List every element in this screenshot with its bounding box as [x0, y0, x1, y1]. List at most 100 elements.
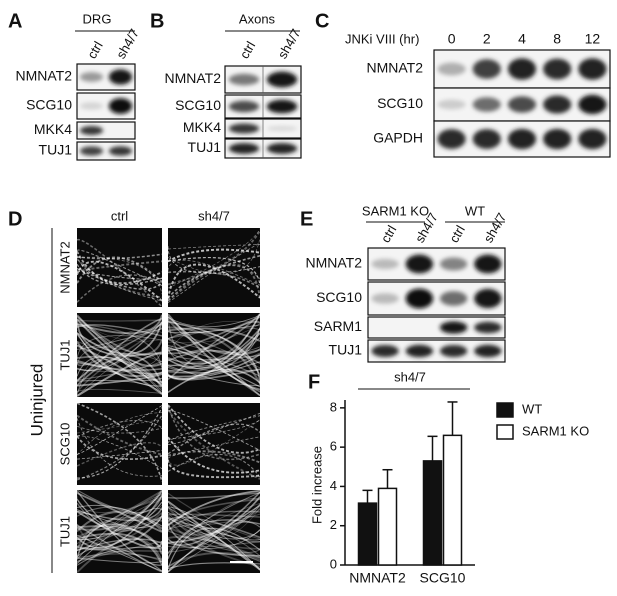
blot-band — [108, 98, 133, 114]
neurite — [76, 256, 163, 284]
neurite — [167, 510, 261, 532]
panel-header: DRG — [83, 11, 112, 26]
neurite — [76, 314, 163, 367]
row-label: SCG10 — [57, 423, 72, 466]
neurite — [167, 368, 261, 394]
blot-band — [437, 129, 466, 149]
neurite — [76, 441, 163, 467]
neurite — [76, 267, 163, 290]
lane-label: ctrl — [237, 39, 259, 62]
row-label: NMNAT2 — [164, 70, 221, 86]
neurite — [76, 328, 163, 350]
neurite — [76, 515, 163, 547]
neurite — [76, 319, 163, 322]
y-tick-label: 6 — [330, 439, 337, 454]
neurite — [167, 327, 261, 342]
neurite — [167, 244, 261, 250]
group-label: SARM1 KO — [362, 203, 429, 218]
neurite — [167, 259, 261, 286]
neurite — [76, 323, 163, 367]
row-label: SCG10 — [26, 97, 72, 113]
neurite — [76, 405, 163, 455]
neurite — [167, 436, 261, 459]
neurite — [167, 346, 261, 388]
neurite — [167, 530, 261, 554]
row-label: SARM1 — [314, 318, 362, 334]
blot-band — [507, 96, 537, 113]
neurite — [167, 498, 261, 555]
blot-band — [474, 254, 502, 274]
legend-label: WT — [522, 401, 542, 416]
neurite — [167, 318, 261, 355]
blot-band — [371, 258, 399, 270]
lane-label: ctrl — [446, 223, 468, 246]
blot-band — [405, 288, 434, 309]
neurite — [76, 524, 163, 573]
y-axis-title: Fold increase — [309, 446, 324, 524]
neurite — [167, 405, 261, 461]
blot-band — [543, 128, 572, 150]
neurite — [167, 323, 261, 344]
legend-swatch — [496, 402, 514, 418]
neurite — [167, 551, 261, 568]
bar — [442, 434, 463, 566]
row-label: MKK4 — [183, 119, 221, 135]
lane-label: 0 — [448, 31, 456, 47]
blot-band — [578, 58, 607, 80]
blot-band — [108, 69, 133, 85]
neurite — [76, 537, 163, 573]
neurite — [167, 320, 261, 385]
neurite — [167, 313, 261, 370]
neurite — [76, 263, 163, 286]
row-label: NMNAT2 — [15, 68, 72, 84]
neurite — [167, 506, 261, 559]
neurite — [167, 320, 261, 354]
neurite — [167, 500, 261, 571]
group-label: WT — [465, 203, 485, 218]
neurite — [76, 504, 163, 552]
bar — [422, 460, 443, 566]
neurite — [167, 496, 261, 544]
blot-band — [439, 291, 468, 306]
blot-band — [578, 128, 607, 150]
legend-swatch — [496, 424, 514, 440]
row-label: SCG10 — [175, 97, 221, 113]
neurite — [76, 557, 163, 564]
neurite — [76, 360, 163, 381]
neurite — [167, 332, 261, 380]
blot-strip — [367, 339, 506, 363]
neurite — [167, 492, 261, 499]
neurite — [76, 534, 163, 572]
neurite — [167, 423, 261, 455]
neurite — [76, 329, 163, 383]
neurite — [76, 435, 163, 460]
neurite — [167, 257, 261, 286]
lane-label: ctrl — [84, 39, 106, 62]
neurite — [76, 489, 163, 531]
row-label: SCG10 — [377, 95, 423, 111]
neurite — [167, 328, 261, 365]
x-tick-label: SCG10 — [420, 570, 466, 586]
blot-band — [228, 73, 260, 86]
neurite — [76, 494, 163, 560]
neurite — [167, 349, 261, 361]
group-label: sh4/7 — [394, 369, 426, 384]
neurite — [167, 254, 261, 299]
neurite — [76, 322, 163, 348]
lane-label: 8 — [553, 31, 561, 47]
blot-band — [79, 125, 104, 136]
blot-band — [371, 344, 399, 358]
neurite — [167, 502, 261, 558]
row-label: MKK4 — [34, 121, 72, 137]
neurite — [76, 435, 163, 469]
panel-letter: C — [315, 10, 329, 32]
neurite — [76, 388, 163, 394]
neurite — [76, 354, 163, 387]
neurite — [76, 407, 163, 479]
neurite — [167, 459, 261, 479]
blot-band — [228, 123, 260, 134]
neurite — [76, 355, 163, 387]
neurite — [76, 341, 163, 377]
neurite — [167, 511, 261, 543]
panel-letter: F — [308, 371, 320, 393]
